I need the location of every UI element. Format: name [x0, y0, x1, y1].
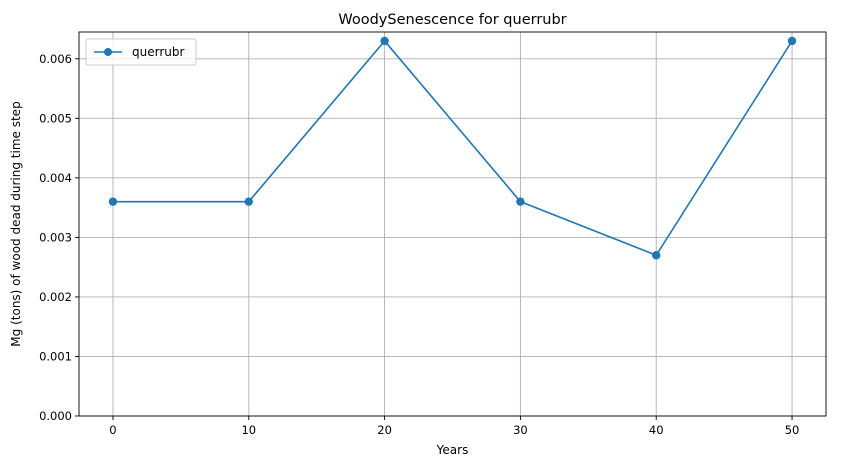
y-tick-label: 0.004 [39, 171, 72, 185]
chart-title: WoodySenescence for querrubr [338, 12, 566, 28]
x-tick-label: 10 [241, 423, 256, 437]
grid-layer [79, 32, 826, 417]
y-tick-label: 0.002 [39, 290, 72, 304]
y-tick-label: 0.000 [39, 409, 72, 423]
data-point [244, 197, 253, 206]
data-point [380, 36, 389, 46]
y-tick-label: 0.001 [39, 349, 72, 363]
legend-box [85, 38, 197, 66]
data-point [787, 36, 797, 46]
series-line [112, 40, 793, 257]
x-tick-label: 0 [109, 423, 116, 437]
x-tick-label: 30 [513, 423, 528, 437]
ticks-layer: 0 10 20 30 40 50 0.000 0.001 0.002 0.003 0.004 0.00… [39, 52, 799, 437]
legend-entry-label: querrubr [132, 45, 184, 59]
x-axis-label: Years [436, 443, 469, 457]
data-point [516, 197, 525, 206]
legend-marker [104, 48, 112, 56]
x-tick-label: 40 [649, 423, 664, 437]
y-tick-label: 0.006 [39, 52, 72, 66]
data-point [108, 197, 118, 206]
x-tick-label: 50 [785, 423, 800, 437]
data-point [652, 251, 661, 260]
legend: querrubr [85, 38, 197, 66]
y-axis-label: Mg (tons) of wood dead during time step [9, 101, 23, 346]
y-tick-label: 0.003 [39, 230, 72, 244]
plot-frame [78, 31, 827, 417]
x-tick-label: 20 [377, 423, 392, 437]
series-layer [108, 36, 797, 260]
y-tick-label: 0.005 [39, 111, 72, 125]
